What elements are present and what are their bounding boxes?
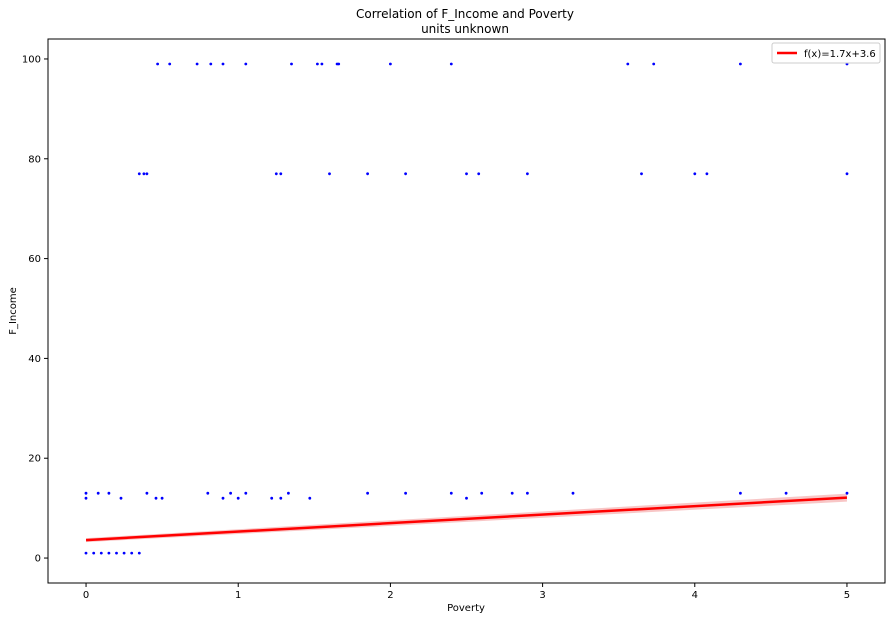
data-point: [244, 491, 248, 495]
legend-box: [771, 42, 881, 64]
data-point: [510, 491, 514, 495]
data-point: [130, 551, 134, 555]
data-point: [142, 172, 146, 176]
data-point: [145, 172, 149, 176]
data-point: [693, 172, 697, 176]
data-point: [449, 62, 453, 66]
data-point: [168, 62, 172, 66]
y-tick-label: 80: [28, 154, 41, 165]
data-point: [195, 62, 199, 66]
data-point: [92, 551, 96, 555]
data-point: [137, 172, 141, 176]
data-point: [107, 491, 111, 495]
x-tick-label: 1: [235, 590, 241, 601]
data-point: [209, 62, 213, 66]
data-point: [845, 172, 849, 176]
data-point: [328, 172, 331, 176]
data-point: [366, 172, 369, 176]
y-tick-label: 60: [28, 254, 41, 265]
data-point: [244, 62, 248, 66]
data-point: [739, 491, 742, 495]
data-point: [526, 172, 529, 176]
data-point: [115, 551, 118, 555]
x-axis-label: Poverty: [447, 603, 485, 614]
data-point: [84, 491, 88, 495]
data-point: [206, 491, 210, 495]
data-point: [229, 491, 233, 495]
data-point: [160, 496, 164, 500]
y-tick-label: 20: [28, 454, 41, 465]
data-point: [137, 551, 141, 555]
data-point: [316, 62, 319, 66]
data-point: [739, 62, 742, 66]
data-point: [784, 491, 788, 495]
data-point: [404, 491, 407, 495]
data-point: [119, 496, 123, 500]
data-point: [154, 496, 158, 500]
x-tick-label: 4: [692, 590, 698, 601]
plot-frame: [47, 38, 886, 584]
data-point: [366, 491, 369, 495]
chart-subtitle: units unknown: [421, 22, 509, 36]
data-point: [221, 62, 225, 66]
y-tick-label: 40: [28, 354, 41, 365]
y-tick-label: 100: [22, 54, 41, 65]
data-point: [652, 62, 656, 66]
x-tick-label: 3: [539, 590, 545, 601]
data-point: [107, 551, 111, 555]
data-point: [465, 172, 468, 176]
data-point: [449, 491, 453, 495]
fit-line: [85, 496, 848, 542]
data-point: [477, 172, 481, 176]
data-point: [274, 172, 278, 176]
data-point: [236, 496, 240, 500]
data-point: [404, 172, 407, 176]
data-point: [122, 551, 126, 555]
y-tick-label: 0: [35, 554, 41, 565]
data-point: [571, 491, 575, 495]
chart-title: Correlation of F_Income and Poverty: [356, 7, 574, 21]
data-point: [99, 551, 103, 555]
data-point: [156, 62, 160, 66]
x-tick-label: 2: [387, 590, 393, 601]
data-point: [845, 491, 849, 495]
data-point: [640, 172, 643, 176]
data-point: [526, 491, 529, 495]
legend: f(x)=1.7x+3.6: [771, 42, 881, 64]
data-point: [84, 551, 88, 555]
data-point: [320, 62, 324, 66]
data-point: [221, 496, 225, 500]
data-point: [480, 491, 484, 495]
data-point: [626, 62, 630, 66]
data-point: [308, 496, 312, 500]
y-axis-label: F_Income: [8, 287, 19, 335]
data-point: [465, 496, 468, 500]
data-point: [145, 491, 149, 495]
data-point: [279, 172, 283, 176]
data-point: [337, 62, 341, 66]
data-point: [84, 496, 88, 500]
data-point: [287, 491, 290, 495]
data-point: [279, 496, 283, 500]
x-tick-label: 5: [844, 590, 850, 601]
data-point: [389, 62, 392, 66]
legend-label: f(x)=1.7x+3.6: [804, 49, 876, 60]
data-point: [705, 172, 709, 176]
data-point: [290, 62, 293, 66]
data-point: [270, 496, 274, 500]
x-tick-label: 0: [83, 590, 89, 601]
data-point: [96, 491, 100, 495]
